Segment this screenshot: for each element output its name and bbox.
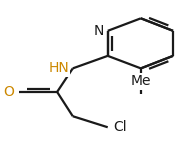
Text: Me: Me (131, 74, 151, 88)
Text: N: N (94, 24, 104, 38)
Text: HN: HN (48, 61, 69, 75)
Text: Cl: Cl (113, 120, 127, 134)
Text: O: O (3, 85, 14, 99)
